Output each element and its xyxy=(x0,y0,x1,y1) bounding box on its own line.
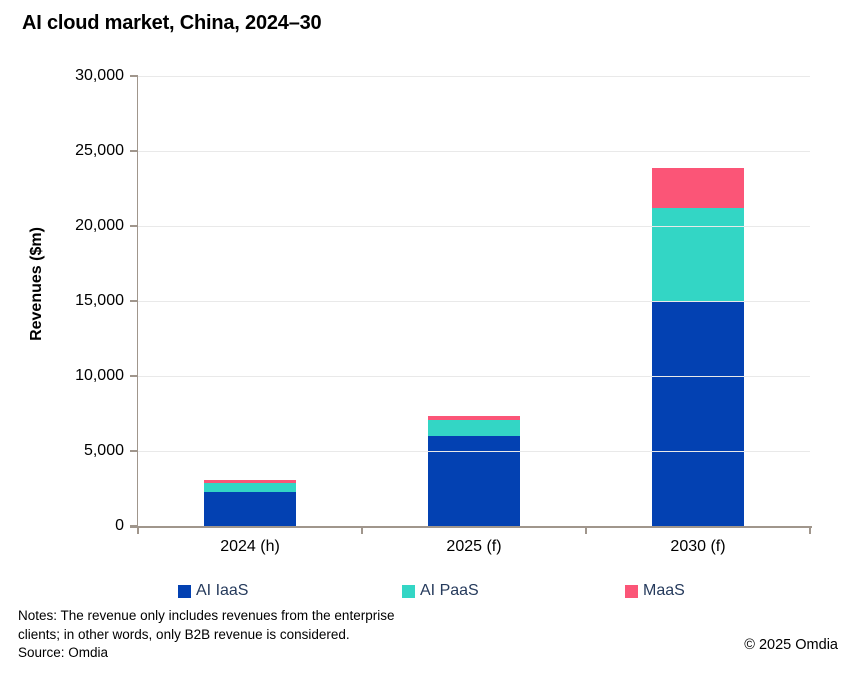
bar-segment-ai-iaas xyxy=(652,301,744,526)
legend-swatch xyxy=(402,584,415,598)
legend-label: AI IaaS xyxy=(196,582,249,599)
bar-segment-maas xyxy=(428,416,520,421)
bar-segment-maas xyxy=(204,479,296,484)
x-tick xyxy=(137,527,139,534)
x-tick xyxy=(585,527,587,534)
x-tick-label: 2024 (h) xyxy=(220,538,280,555)
y-tick xyxy=(130,75,138,77)
chart-title: AI cloud market, China, 2024–30 xyxy=(22,12,322,34)
bar-segment-ai-paas xyxy=(428,420,520,436)
y-tick-label: 20,000 xyxy=(75,217,124,234)
bar-segment-ai-iaas xyxy=(428,436,520,526)
y-tick-label: 30,000 xyxy=(75,67,124,84)
x-tick xyxy=(361,527,363,534)
legend-item-maas: MaaS xyxy=(625,581,685,601)
x-tick xyxy=(809,527,811,534)
bar-segment-ai-paas xyxy=(652,208,744,301)
gridline xyxy=(138,450,810,452)
y-tick-label: 5,000 xyxy=(83,442,124,459)
y-tick-label: 0 xyxy=(115,517,124,534)
gridline xyxy=(138,150,810,152)
x-tick-label: 2030 (f) xyxy=(670,538,726,555)
y-tick xyxy=(130,150,138,152)
gridline xyxy=(138,75,810,77)
y-tick xyxy=(130,375,138,377)
legend-swatch xyxy=(178,584,191,598)
y-tick xyxy=(130,225,138,227)
y-tick-label: 25,000 xyxy=(75,142,124,159)
y-tick-label: 10,000 xyxy=(75,367,124,384)
y-tick-label: 15,000 xyxy=(75,292,124,309)
legend-label: AI PaaS xyxy=(420,582,479,599)
gridline xyxy=(138,375,810,377)
legend-item-ai-iaas: AI IaaS xyxy=(178,581,248,601)
y-axis-line xyxy=(136,75,138,527)
legend-item-ai-paas: AI PaaS xyxy=(402,581,479,601)
legend-label: MaaS xyxy=(643,582,685,599)
plot-area xyxy=(138,76,810,526)
y-tick xyxy=(130,450,138,452)
gridline xyxy=(138,225,810,227)
x-axis-line xyxy=(130,526,812,528)
y-tick xyxy=(130,300,138,302)
chart-notes: Notes: The revenue only includes revenue… xyxy=(18,608,395,642)
bar-segment-maas xyxy=(652,168,744,208)
x-tick-label: 2025 (f) xyxy=(446,538,502,555)
bar-segment-ai-paas xyxy=(204,483,296,492)
bar-segment-ai-iaas xyxy=(204,491,296,526)
copyright: © 2025 Omdia xyxy=(744,637,838,653)
chart-source: Source: Omdia xyxy=(18,645,109,660)
y-axis-title: Revenues ($m) xyxy=(28,227,45,341)
legend-swatch xyxy=(625,584,638,598)
gridline xyxy=(138,300,810,302)
